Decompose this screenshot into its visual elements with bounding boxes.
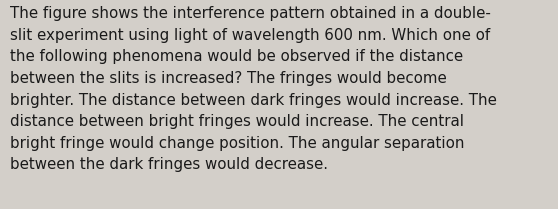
Text: The figure shows the interference pattern obtained in a double-
slit experiment : The figure shows the interference patter… (10, 6, 497, 172)
